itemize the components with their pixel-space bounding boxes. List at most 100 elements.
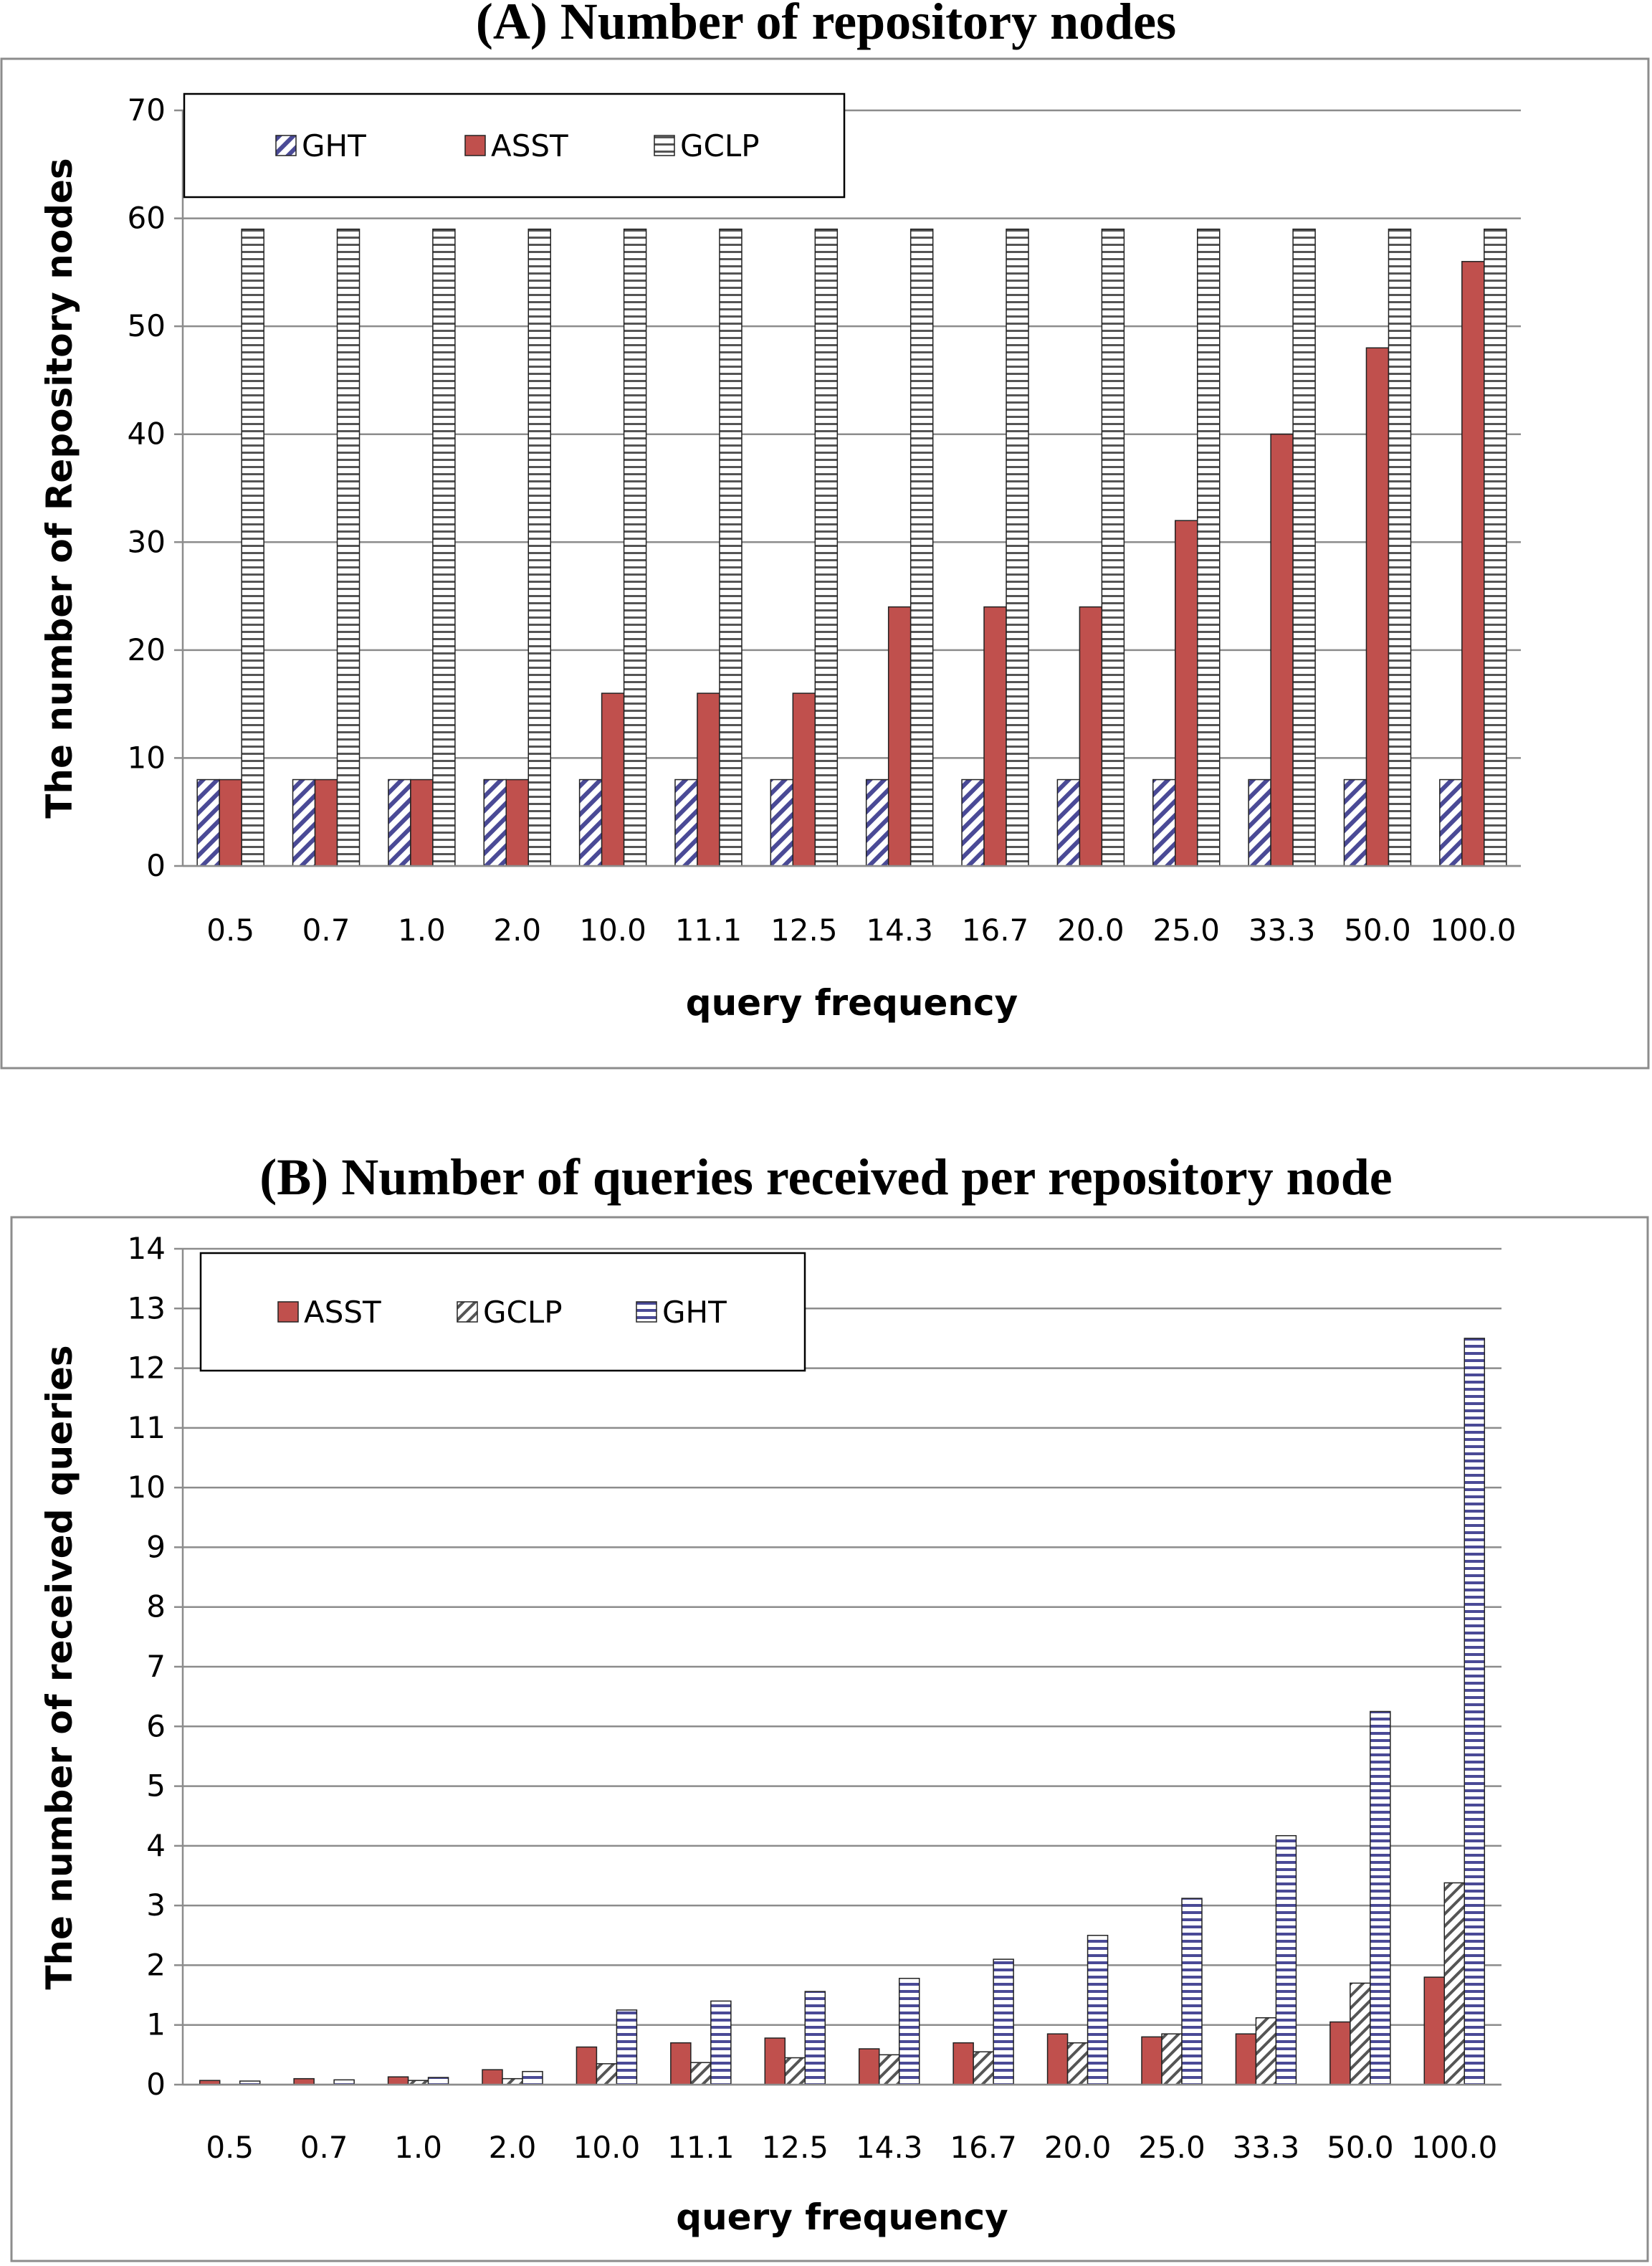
chart-b-bar-asst [576,2046,598,2085]
chart-b-legend-label: GCLP [483,1295,563,1330]
chart-a-y-tick-label: 60 [128,201,166,236]
chart-a-y-tick-label: 0 [146,848,166,883]
chart-b-legend-swatch-ght [636,1301,657,1323]
chart-b-y-tick-label: 14 [128,1231,166,1266]
chart-a-bar-ght [578,779,603,867]
chart-a-bar-gclp [719,228,743,867]
chart-b-bar-gclp [596,2063,618,2085]
chart-a-x-tick-label: 0.7 [302,913,350,948]
chart-a-x-tick-label: 12.5 [770,913,838,948]
chart-a-bar-asst [697,692,720,867]
chart-a-y-tick-label: 20 [128,632,166,667]
chart-b-bar-asst [952,2042,974,2085]
chart-b-bar-ght [616,2009,638,2085]
chart-b-bar-ght [1181,1898,1203,2085]
chart-a-bar-ght [1248,779,1271,867]
chart-b-x-tick-label: 1.0 [394,2130,442,2165]
chart-a-legend-swatch-gclp [654,135,675,156]
chart-b-legend-label: ASST [304,1295,381,1330]
chart-a-bar-asst [1270,433,1294,867]
chart-b-legend-swatch-gclp [457,1301,478,1323]
chart-a-bar-asst [1365,347,1390,867]
chart-a-y-tick-label: 70 [128,92,166,128]
chart-a-bar-asst [1461,261,1485,867]
chart-a-bar-ght [1343,779,1367,867]
chart-a-bar-gclp [909,228,934,867]
chart-b-bar-gclp [1161,2033,1183,2085]
chart-b-bar-ght [710,2000,732,2085]
chart-a-y-tick-label: 40 [128,416,166,452]
chart-a-bar-gclp [432,228,456,867]
chart-a-x-tick-label: 50.0 [1344,913,1411,948]
chart-b-y-tick-label: 6 [146,1708,166,1743]
chart-b-bar-gclp [690,2062,712,2085]
chart-b-x-tick-label: 20.0 [1044,2130,1112,2165]
chart-b-bar-ght [1370,1710,1391,2085]
chart-b-bar-ght [898,1978,920,2085]
chart-a-bar-gclp [1006,228,1029,867]
chart-b-x-tick-label: 100.0 [1411,2130,1497,2165]
chart-b-x-axis-label: query frequency [676,2196,1008,2238]
chart-a-x-tick-label: 11.1 [675,913,743,948]
chart-b-y-tick-label: 11 [128,1410,166,1445]
chart-b-y-tick-label: 10 [128,1470,166,1505]
chart-a-bar-ght [292,779,316,867]
chart-b-bar-ght [427,2077,449,2085]
chart-a-bar-asst [983,606,1007,867]
chart-a-bar-asst [219,779,242,867]
chart-a-x-tick-label: 2.0 [493,913,541,948]
chart-a-bar-asst [410,779,434,867]
chart-a-bar-gclp [1101,228,1125,867]
chart-b-bar-asst [482,2069,503,2085]
chart-b-bar-asst [1141,2036,1162,2085]
chart-a-bar-gclp [527,228,551,867]
chart-b-bar-asst [1423,1976,1446,2085]
chart-b-bar-asst [858,2048,880,2085]
chart-a-y-axis-label: The number of Repository nodes [39,158,80,818]
chart-a-title: (A) Number of repository nodes [475,0,1177,50]
chart-b-y-tick-label: 1 [146,2007,166,2042]
chart-b-y-tick-label: 7 [146,1649,166,1684]
chart-a-legend-swatch-ght [275,135,297,156]
chart-b-bar-gclp [1255,2017,1277,2085]
chart-a-bar-gclp [1292,228,1316,867]
chart-a-bar-ght [1152,779,1176,867]
chart-a-legend-swatch-asst [464,135,486,156]
chart-a-bar-asst [505,779,529,867]
chart-b-x-tick-label: 16.7 [950,2130,1017,2165]
chart-b-bar-ght [522,2070,543,2085]
chart-b-bar-gclp [784,2057,806,2085]
chart-a-x-tick-label: 10.0 [579,913,646,948]
chart-a-legend-label: ASST [491,128,568,163]
chart-a-bar-ght [1439,779,1463,867]
chart-b-y-tick-label: 0 [146,2067,166,2102]
chart-b-y-tick-label: 12 [128,1351,166,1386]
chart-b-y-tick-label: 3 [146,1887,166,1923]
chart-a-legend-label: GCLP [680,128,760,163]
chart-a-bar-ght [961,779,985,867]
chart-b-x-tick-label: 0.5 [206,2130,254,2165]
chart-a-legend-label: GHT [302,128,366,163]
chart-a-x-tick-label: 20.0 [1057,913,1125,948]
chart-b-y-tick-label: 13 [128,1290,166,1325]
chart-a-bar-gclp [1197,228,1221,867]
chart-b-y-tick-label: 2 [146,1947,166,1982]
chart-a-bar-gclp [336,228,361,867]
chart-a-bar-gclp [1484,228,1507,867]
chart-a-bar-asst [601,692,625,867]
chart-b-bar-gclp [878,2054,900,2085]
chart-a-bar-gclp [241,228,264,867]
chart-b-bar-asst [670,2042,692,2085]
chart-a-x-tick-label: 33.3 [1248,913,1316,948]
chart-a-bar-asst [1079,606,1103,867]
chart-b-x-tick-label: 11.1 [667,2130,735,2165]
chart-a-x-tick-label: 1.0 [398,913,446,948]
chart-b-x-tick-label: 14.3 [856,2130,923,2165]
chart-b-bar-ght [1275,1834,1297,2085]
chart-a-bar-ght [483,779,507,867]
chart-b-bar-gclp [1350,1982,1371,2085]
chart-b-bar-ght [1087,1935,1109,2085]
chart-a-bar-ght [770,779,794,867]
